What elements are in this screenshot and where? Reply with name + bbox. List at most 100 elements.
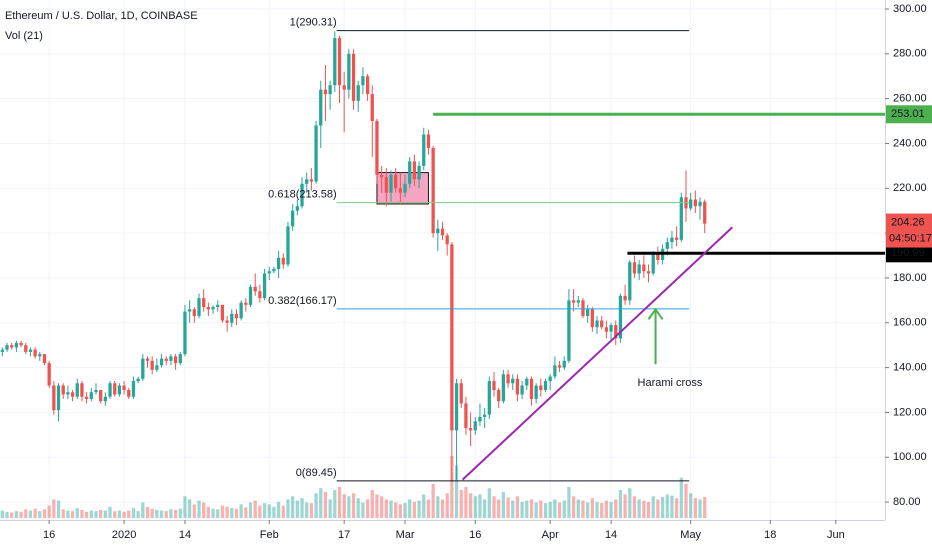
candle-body (220, 304, 225, 321)
volume-bar (689, 493, 693, 518)
candle-body (665, 242, 669, 249)
volume-bar (543, 503, 548, 518)
volume-bar (337, 487, 342, 518)
volume-bar (693, 498, 697, 518)
candle-body (206, 307, 211, 310)
x-tick-label: 16 (469, 529, 481, 541)
candle-body (239, 302, 243, 319)
volume-bar (239, 504, 243, 518)
candle-body (623, 295, 627, 301)
volume-bar (272, 506, 276, 518)
volume-bar (553, 499, 557, 518)
candle-body (609, 325, 613, 332)
candle-body (314, 125, 318, 182)
candle-body (38, 354, 42, 357)
volume-bar (5, 511, 9, 518)
x-tick-label: Apr (542, 529, 559, 541)
volume-bar (351, 493, 356, 518)
volume-bar (651, 496, 655, 518)
y-tick-label: 240.00 (893, 137, 927, 149)
volume-bar (178, 508, 182, 518)
volume-bar (323, 491, 328, 518)
volume-bar (295, 500, 299, 518)
volume-bar (440, 499, 445, 518)
volume-bar (253, 500, 257, 518)
candle-body (267, 271, 271, 274)
volume-bar (42, 509, 47, 518)
candle-body (501, 374, 506, 402)
candle-body (651, 253, 655, 274)
volume-bar (117, 510, 122, 518)
volume-bar (365, 499, 370, 518)
price-label-box (886, 244, 932, 263)
candle-body (679, 197, 683, 240)
candle-body (370, 94, 374, 122)
volume-bar (342, 494, 346, 518)
x-tick-label: 2020 (112, 529, 136, 541)
candle-body (70, 392, 75, 397)
volume-bar (674, 498, 679, 518)
volume-bar (188, 499, 192, 518)
volume-bar (66, 510, 70, 518)
volume-bar (94, 511, 98, 518)
volume-bar (206, 506, 211, 518)
candle-body (581, 300, 585, 317)
candle-body (281, 257, 285, 265)
y-tick-label: 260.00 (893, 93, 927, 105)
volume-bar (618, 490, 623, 518)
y-tick-label: 180.00 (893, 272, 927, 284)
candle-body (183, 311, 187, 355)
countdown: 04:50:17 (889, 232, 932, 244)
volume-bar (417, 500, 421, 518)
last-price-box (886, 213, 932, 248)
candle-body (394, 174, 398, 189)
fib-label: 0(89.45) (296, 467, 337, 479)
candle-body (61, 385, 65, 395)
candle-body (262, 273, 267, 299)
volume-bar (244, 507, 248, 518)
volume-bar (52, 499, 56, 518)
candle-body (244, 302, 248, 305)
candle-body (604, 327, 609, 332)
candle-body (515, 378, 520, 395)
candle-body (464, 403, 468, 429)
candle-body (576, 300, 580, 303)
volume-bar (637, 499, 641, 518)
volume-bar (370, 490, 374, 518)
candle-body (656, 253, 660, 260)
volume-bar (642, 500, 646, 518)
volume-bar (464, 487, 468, 518)
candle-body (436, 228, 440, 234)
volume-bar (347, 496, 351, 518)
volume-bar (220, 505, 225, 518)
volume-bar (70, 511, 75, 518)
candle-body (94, 390, 98, 393)
candle-body (56, 385, 61, 411)
volume-bar (684, 483, 688, 518)
candle-body (600, 320, 604, 328)
candle-body (169, 356, 173, 361)
last-price: 204.26 (891, 216, 925, 228)
candle-body (632, 262, 637, 274)
candle-body (483, 414, 487, 417)
candle-body (211, 307, 215, 310)
candle-body (276, 257, 281, 269)
candle-body (337, 38, 342, 86)
candle-body (618, 295, 623, 339)
volume-bar (361, 502, 365, 518)
candle-body (529, 378, 534, 399)
candle-body (159, 358, 164, 366)
volume-bar (276, 501, 281, 518)
candle-body (258, 291, 262, 299)
candle-body (47, 363, 51, 386)
volume-bar (501, 491, 506, 518)
candle-body (492, 381, 496, 390)
candle-body (342, 85, 346, 90)
candle-body (384, 177, 388, 193)
volume-bar (24, 509, 28, 518)
volume-bar (450, 456, 454, 518)
volume-bar (202, 502, 206, 518)
candle-body (319, 89, 323, 126)
candle-body (127, 390, 131, 397)
volume-bar (478, 494, 482, 518)
